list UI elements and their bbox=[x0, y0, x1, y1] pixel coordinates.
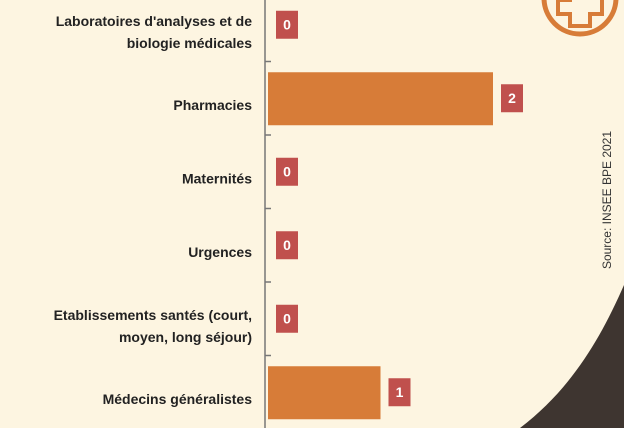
category-label: Médecins généralistes bbox=[103, 391, 253, 407]
value-label-box bbox=[388, 378, 411, 407]
value-label: 0 bbox=[283, 310, 291, 326]
value-label: 1 bbox=[396, 384, 404, 400]
category-label: Etablissements santés (court, moyen, long… bbox=[54, 306, 252, 344]
value-label: 0 bbox=[283, 16, 291, 32]
value-label-box bbox=[276, 157, 298, 186]
bar bbox=[268, 366, 381, 420]
value-label: 0 bbox=[283, 163, 291, 179]
category-label: Urgences bbox=[188, 244, 252, 260]
category-label: Pharmacies bbox=[173, 97, 252, 113]
value-label: 0 bbox=[283, 237, 291, 253]
value-label-box bbox=[276, 304, 298, 333]
corner-decoration bbox=[520, 285, 624, 428]
value-label-box bbox=[501, 84, 523, 113]
category-label: Laboratoires d'analyses et de biologie mé… bbox=[56, 12, 253, 50]
value-label-box bbox=[276, 10, 298, 39]
value-label: 2 bbox=[508, 90, 516, 106]
source: Source: INSEE BPE 2021 bbox=[600, 131, 614, 269]
bar bbox=[268, 72, 493, 126]
cross-icon bbox=[541, 0, 619, 37]
value-label-box bbox=[276, 231, 298, 260]
category-label: Maternités bbox=[182, 170, 252, 186]
